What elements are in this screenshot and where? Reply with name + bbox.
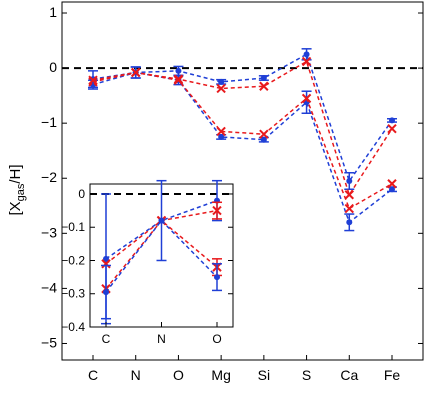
data-point-circle (389, 117, 395, 124)
data-point-x (259, 129, 269, 139)
x-tick-label: Mg (211, 367, 230, 383)
data-point-x (344, 203, 354, 214)
y-tick-label: 1 (49, 4, 57, 20)
x-tick-label: S (302, 367, 311, 383)
inset-x-tick-label: O (212, 332, 221, 346)
inset-axes: 0 −0.1 −0.2 −0.3 −0.4 C N O (61, 187, 233, 346)
y-tick-label: −2 (41, 169, 57, 185)
data-point-circle (218, 133, 225, 140)
main-plot-area (62, 48, 423, 232)
inset-data-point-x (212, 205, 222, 216)
x-tick-label: Fe (384, 367, 401, 383)
inset-y-tick-label: −0.1 (61, 220, 85, 234)
y-tick-label: −5 (41, 334, 57, 350)
inset-data-point-x (101, 259, 111, 269)
y-tick-label: 0 (49, 59, 57, 75)
inset-data-point-circle (103, 255, 109, 262)
data-point-circle (346, 178, 353, 184)
y-tick-label: −3 (41, 224, 57, 240)
data-point-x (387, 179, 397, 189)
series-line (92, 53, 393, 183)
data-point-circle (303, 51, 310, 58)
data-point-x (216, 126, 226, 137)
inset-series-line (105, 199, 218, 260)
x-tick-label: Ca (340, 367, 358, 383)
x-tick-label: O (173, 367, 184, 383)
y-axis-label: [Xgas/H] (7, 164, 27, 215)
inset-y-tick-label: 0 (78, 187, 85, 201)
data-point-x (387, 123, 397, 134)
data-point-circle (346, 219, 353, 226)
inset-x-tick-label: N (157, 332, 166, 346)
inset-data-point-circle (103, 289, 109, 296)
data-point-x (216, 83, 226, 94)
x-tick-label: Si (258, 367, 270, 383)
data-point-x (88, 75, 98, 85)
y-tick-label: −1 (41, 114, 57, 130)
data-point-x (259, 81, 269, 91)
inset-plot-area (90, 179, 233, 325)
main-axes: 1 0 −1 −2 −3 −4 −5 C N O Mg Si S Ca Fe (41, 4, 423, 383)
x-tick-label: C (88, 367, 98, 383)
y-tick-label: −4 (41, 279, 57, 295)
inset-data-point-circle (214, 274, 220, 281)
inset-y-tick-label: −0.2 (61, 253, 85, 267)
data-point-circle (260, 75, 267, 82)
data-point-circle (175, 67, 182, 74)
inset-data-point-circle (158, 217, 165, 224)
x-tick-label: N (131, 367, 141, 383)
inset-series-line (105, 219, 218, 293)
inset-y-tick-label: −0.3 (61, 287, 85, 301)
data-point-circle (389, 186, 395, 193)
data-point-circle (218, 78, 225, 85)
data-point-circle (260, 136, 267, 143)
data-point-x (344, 190, 354, 200)
inset-y-tick-label: −0.4 (61, 320, 85, 334)
data-point-x (301, 93, 312, 104)
data-point-x (173, 74, 184, 84)
inset-x-tick-label: C (102, 332, 111, 346)
data-point-x (301, 56, 312, 67)
series-line (92, 60, 393, 197)
data-point-x (131, 67, 141, 78)
